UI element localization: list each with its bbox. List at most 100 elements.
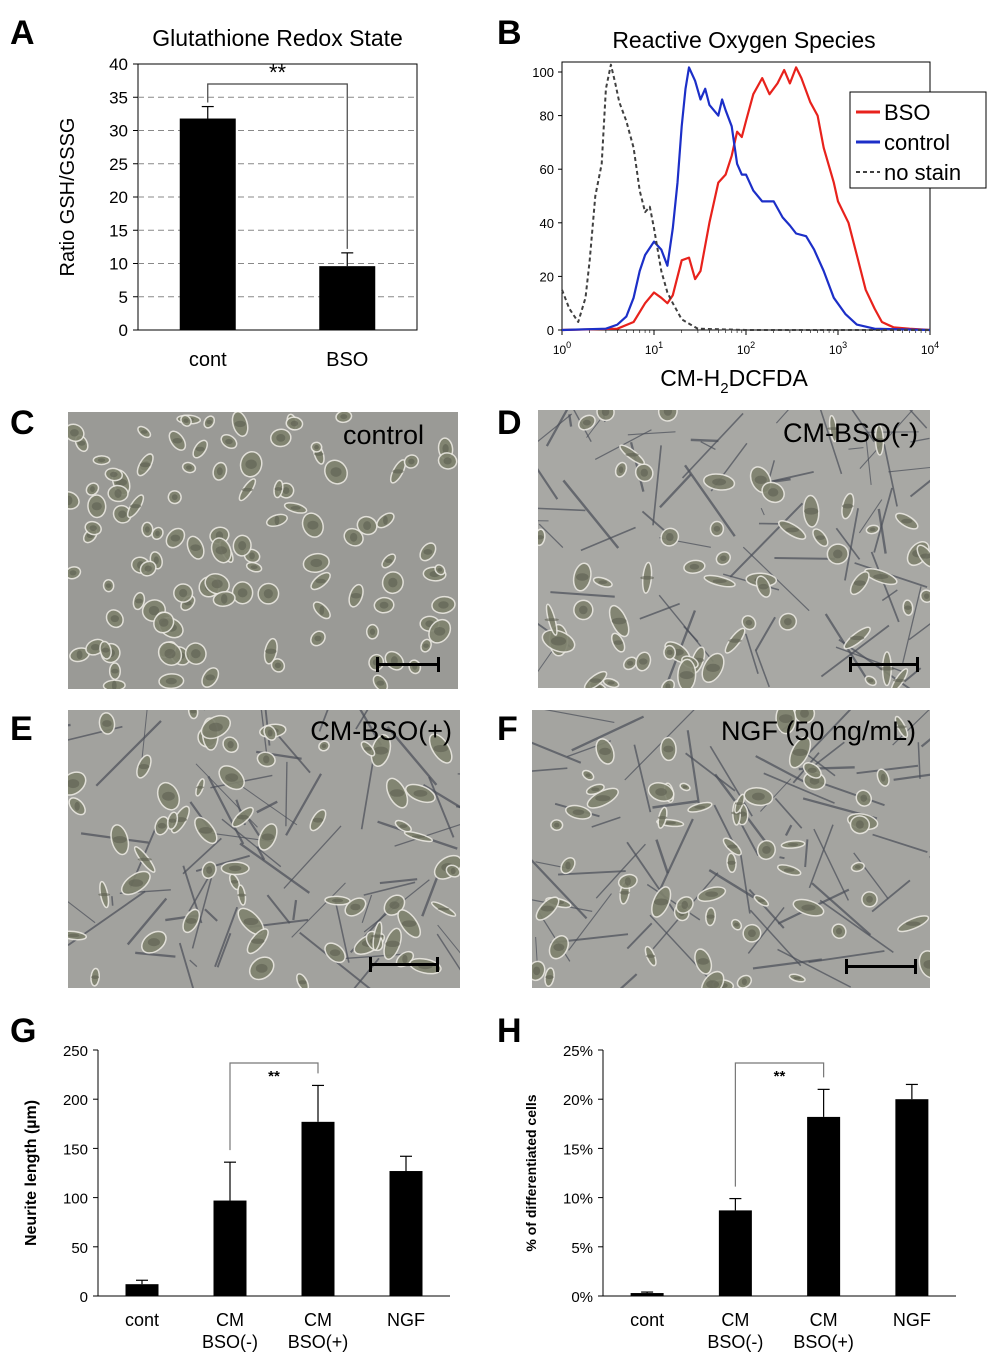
cell-nucleus xyxy=(109,471,118,478)
cell-nucleus xyxy=(237,588,248,598)
neurite xyxy=(619,973,638,988)
neurite xyxy=(865,440,872,485)
bar xyxy=(630,1293,664,1296)
cell-nucleus xyxy=(579,605,588,615)
neurite xyxy=(811,882,872,936)
cell-nucleus xyxy=(807,767,817,774)
cell-nucleus xyxy=(230,880,239,884)
cell-nucleus xyxy=(171,494,178,501)
cell-nucleus xyxy=(68,779,80,789)
y-tick-label: 20 xyxy=(109,188,128,207)
neurite xyxy=(856,764,919,775)
cell-nucleus xyxy=(706,663,721,672)
cell-nucleus xyxy=(538,535,544,540)
cell-nucleus xyxy=(591,787,600,792)
cell-nucleus xyxy=(168,818,177,823)
panel-letter-d: D xyxy=(497,404,522,442)
cell-nucleus xyxy=(225,438,233,445)
cell-nucleus xyxy=(91,502,102,511)
cell-nucleus xyxy=(787,842,799,847)
cell-nucleus xyxy=(158,618,169,627)
panel-letter-b: B xyxy=(497,14,522,52)
cell-nucleus xyxy=(331,898,344,903)
neurite xyxy=(807,710,852,755)
cell-nucleus xyxy=(165,677,177,685)
neurite xyxy=(627,431,676,436)
neurite xyxy=(191,870,214,949)
neurite xyxy=(207,775,245,845)
cell-nucleus xyxy=(90,643,100,651)
cell-nucleus xyxy=(442,443,449,454)
cell-nucleus xyxy=(392,469,404,474)
cell-nucleus xyxy=(657,816,668,820)
cell-nucleus xyxy=(734,922,740,927)
cell-nucleus xyxy=(195,446,205,452)
cell-nucleus xyxy=(893,678,906,683)
cell-nucleus xyxy=(582,419,591,426)
neurite xyxy=(775,410,789,424)
neurite xyxy=(808,824,834,889)
cell-nucleus xyxy=(379,601,389,609)
neurite xyxy=(580,526,636,552)
cell-nucleus xyxy=(624,877,631,886)
neurite xyxy=(182,837,222,875)
y-tick-label: 40 xyxy=(540,216,554,231)
neurite xyxy=(652,445,662,526)
neurite xyxy=(858,499,883,534)
neurite xyxy=(784,824,793,837)
cell-nucleus xyxy=(97,458,106,463)
cell-nucleus xyxy=(102,720,112,727)
x-category-label: cont xyxy=(125,1310,159,1330)
x-category-label: BSO(-) xyxy=(202,1332,258,1352)
cell-nucleus xyxy=(640,575,655,580)
neurite xyxy=(851,410,875,443)
micrograph-cm-bso-minus: CM-BSO(-) xyxy=(538,410,930,688)
cell-nucleus xyxy=(664,821,677,825)
cell-nucleus xyxy=(904,605,912,610)
bar xyxy=(718,1210,752,1296)
neurite xyxy=(655,818,694,899)
cell-nucleus xyxy=(433,744,449,753)
neurite xyxy=(754,649,770,688)
neurite xyxy=(535,936,538,963)
cell-nucleus xyxy=(924,593,930,599)
neurite xyxy=(422,783,460,809)
neurite xyxy=(652,800,698,809)
cell-nucleus xyxy=(872,438,887,442)
cell-nucleus xyxy=(640,468,648,477)
micrograph-e-texture xyxy=(68,710,460,988)
neurite xyxy=(633,744,652,813)
y-tick-label: 15 xyxy=(109,221,128,240)
cell-nucleus xyxy=(384,558,393,563)
cell-nucleus xyxy=(250,565,258,570)
neurite xyxy=(545,410,569,447)
cell-nucleus xyxy=(741,978,747,986)
neurite xyxy=(558,870,626,876)
micrograph-cm-bso-plus: CM-BSO(+) xyxy=(68,710,460,988)
cell-nucleus xyxy=(140,430,148,434)
cell xyxy=(296,973,310,988)
cell-nucleus xyxy=(101,647,110,653)
cell-nucleus xyxy=(312,817,324,823)
micrograph-ngf: NGF (50 ng/mL) xyxy=(532,710,930,988)
cell-nucleus xyxy=(728,638,742,643)
panel-letter-c: C xyxy=(10,404,35,442)
cell-nucleus xyxy=(314,451,324,456)
cell-nucleus xyxy=(666,649,673,655)
bar xyxy=(301,1121,335,1296)
cell-nucleus xyxy=(153,556,159,565)
cell-nucleus xyxy=(413,790,428,797)
cell-nucleus xyxy=(575,573,589,581)
y-tick-label: 25% xyxy=(563,1043,593,1060)
cell-nucleus xyxy=(350,592,362,599)
cell-nucleus xyxy=(585,773,591,777)
neurite xyxy=(455,805,460,809)
cell-nucleus xyxy=(241,487,254,492)
neurite xyxy=(819,899,894,954)
cell-nucleus xyxy=(784,618,792,626)
neurite xyxy=(848,447,864,450)
neurite xyxy=(291,882,346,938)
cell-nucleus xyxy=(225,773,239,782)
bar xyxy=(213,1200,247,1296)
scale-bar xyxy=(845,959,917,974)
